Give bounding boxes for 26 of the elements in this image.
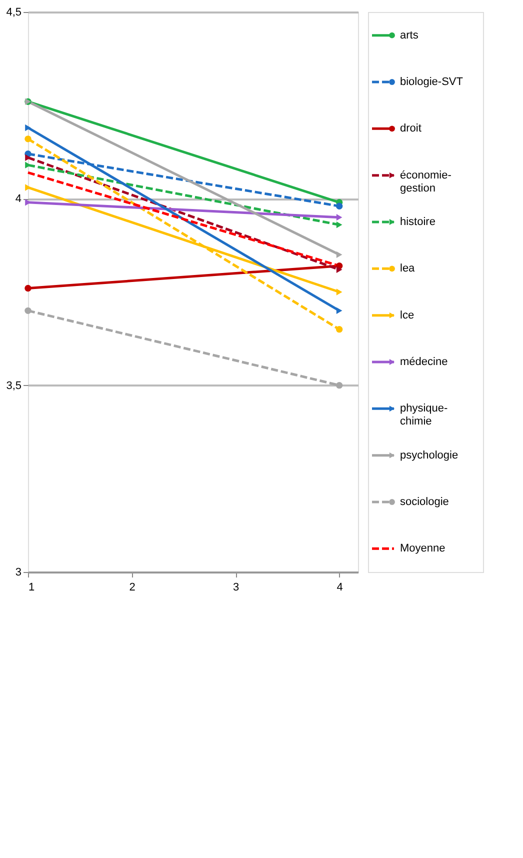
x-tick-label: 3 [232,582,240,594]
legend-label: biologie-SVT [400,76,464,88]
x-tick-label: 4 [336,582,343,594]
y-tick-label: 4,5 [6,6,22,18]
point [24,307,32,314]
legend-label: droit [400,122,422,135]
legend-label: arts [400,29,419,42]
legend-label: physique-chimie [400,402,448,428]
point [24,136,32,142]
legend-label: économie-gestion [400,169,452,194]
point [336,382,343,389]
legend-label: médecine [400,356,448,368]
y-tick-label: 4 [15,193,22,206]
y-tick-label: 3 [15,566,22,578]
legend-label: lce [400,309,414,322]
point [336,326,343,333]
legend-label: histoire [400,216,436,228]
y-tick-label: 3,5 [6,380,22,392]
point [24,284,32,292]
legend-label: psychologie [400,449,458,462]
x-tick-label: 2 [129,582,136,594]
x-tick-label: 1 [28,582,35,594]
legend-label: sociologie [400,496,449,508]
legend-label: lea [400,262,416,275]
point [336,202,343,210]
legend-label: Moyenne [400,542,446,555]
